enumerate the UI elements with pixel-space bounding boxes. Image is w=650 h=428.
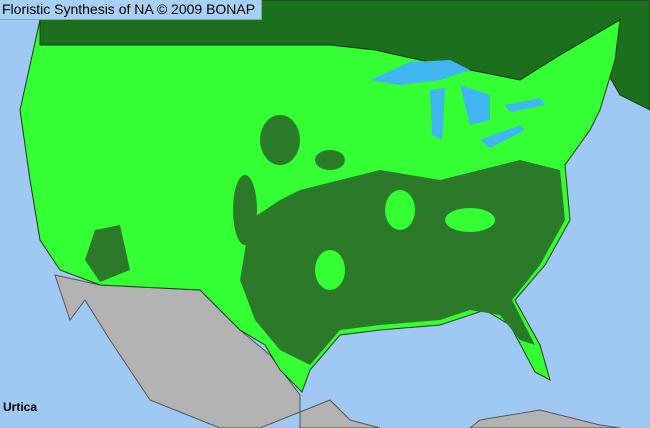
lake-ontario bbox=[505, 98, 545, 112]
lake-huron bbox=[460, 85, 490, 125]
lake-superior bbox=[370, 60, 470, 85]
lake-michigan bbox=[430, 88, 445, 140]
dark-county-cluster bbox=[315, 150, 345, 170]
taxon-label: Urtica bbox=[3, 400, 38, 414]
light-county-patch bbox=[315, 250, 345, 290]
map-title: Floristic Synthesis of NA © 2009 BONAP bbox=[0, 0, 263, 20]
light-county-patch bbox=[445, 208, 495, 232]
lake-erie bbox=[480, 125, 525, 148]
cuba-region bbox=[469, 409, 621, 428]
dark-county-region-southwest bbox=[85, 225, 130, 282]
dark-county-cluster bbox=[233, 175, 257, 245]
dark-county-cluster bbox=[260, 115, 300, 165]
light-county-patch bbox=[385, 190, 415, 230]
